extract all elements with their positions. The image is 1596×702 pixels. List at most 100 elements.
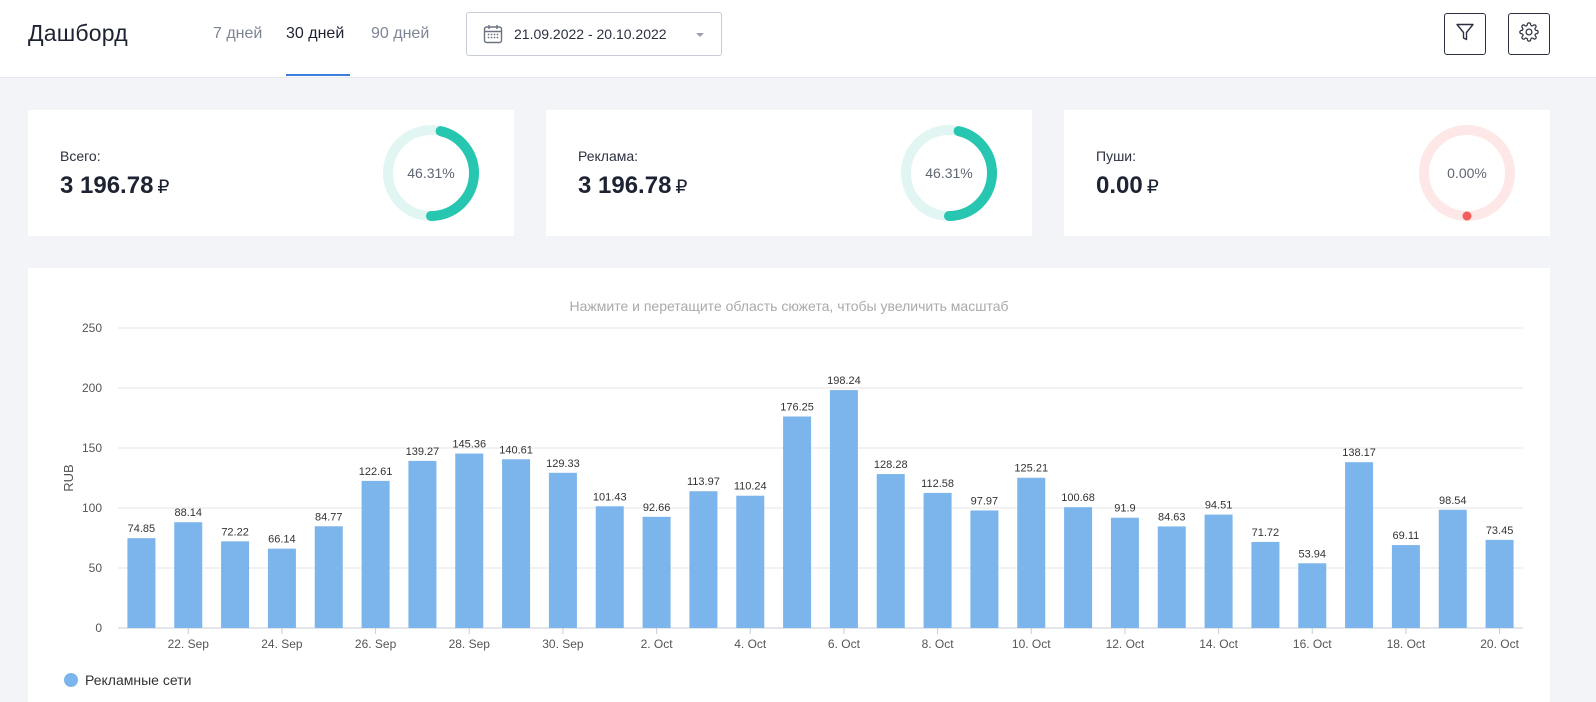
bar[interactable] (595, 506, 624, 628)
bar[interactable] (502, 459, 531, 628)
bar[interactable] (1017, 477, 1046, 628)
date-range-value: 21.09.2022 - 20.10.2022 (514, 26, 667, 42)
y-tick-label: 50 (89, 561, 103, 575)
bar-value-label: 113.97 (687, 476, 720, 488)
calendar-icon (483, 24, 503, 49)
top-bar: Дашборд 7 дней 30 дней 90 дней 21.09.202… (0, 0, 1596, 78)
bar[interactable] (1298, 563, 1327, 628)
bar-value-label: 94.51 (1205, 500, 1233, 512)
bar[interactable] (689, 491, 718, 628)
bar-value-label: 101.43 (593, 491, 627, 503)
bar[interactable] (1345, 462, 1374, 628)
bar-value-label: 84.77 (315, 511, 343, 523)
bar-value-label: 129.33 (546, 458, 580, 470)
bar-value-label: 69.11 (1393, 530, 1420, 542)
x-tick-label: 10. Oct (1012, 637, 1051, 651)
bar-value-label: 176.25 (780, 402, 814, 414)
bar[interactable] (1438, 509, 1467, 628)
bar-value-label: 53.94 (1298, 548, 1326, 560)
bar-value-label: 128.28 (874, 459, 908, 471)
bar-value-label: 66.14 (268, 534, 296, 546)
donut-progress: 46.31% (901, 125, 997, 221)
bar-value-label: 125.21 (1014, 463, 1048, 475)
bar[interactable] (1110, 517, 1139, 628)
bar-value-label: 97.97 (971, 495, 999, 507)
y-tick-label: 200 (82, 381, 102, 395)
bar[interactable] (1251, 541, 1280, 628)
y-tick-label: 0 (95, 621, 102, 635)
bar-value-label: 71.72 (1252, 527, 1280, 539)
bar-value-label: 91.9 (1114, 503, 1135, 515)
legend-marker (64, 673, 78, 687)
zoom-hint: Нажмите и перетащите область сюжета, что… (569, 298, 1008, 314)
donut-marker (1462, 211, 1472, 221)
y-axis-title: RUB (61, 464, 76, 491)
bar-value-label: 88.14 (174, 507, 202, 519)
bar[interactable] (829, 390, 858, 628)
bar[interactable] (736, 495, 765, 628)
filter-icon (1455, 22, 1475, 47)
bar-value-label: 122.61 (359, 466, 393, 478)
card-ads: Реклама: 3 196.78 ₽ 46.31% (546, 110, 1032, 236)
filter-button[interactable] (1444, 13, 1486, 55)
chevron-down-icon (696, 33, 704, 37)
bar-value-label: 138.17 (1342, 447, 1376, 459)
tab-30-days[interactable]: 30 дней (286, 25, 345, 42)
tab-90-days[interactable]: 90 дней (371, 25, 430, 42)
donut-percent: 0.00% (1447, 165, 1487, 181)
bar-value-label: 139.27 (406, 446, 440, 458)
bar[interactable] (970, 510, 999, 628)
bar[interactable] (174, 522, 203, 628)
x-tick-label: 16. Oct (1293, 637, 1332, 651)
card-value: 0.00 ₽ (1096, 172, 1159, 199)
bar[interactable] (361, 480, 390, 628)
y-tick-label: 100 (82, 501, 102, 515)
x-tick-label: 28. Sep (449, 637, 491, 651)
bar[interactable] (1391, 545, 1420, 628)
settings-button[interactable] (1508, 13, 1550, 55)
card-label: Всего: (60, 148, 101, 164)
bar-value-label: 74.85 (128, 523, 156, 535)
bar[interactable] (408, 460, 437, 628)
bar-value-label: 73.45 (1486, 525, 1514, 537)
bar[interactable] (923, 492, 952, 628)
bar[interactable] (783, 416, 812, 629)
bar[interactable] (1157, 526, 1186, 628)
bar[interactable] (1064, 507, 1093, 628)
card-value: 3 196.78 ₽ (60, 172, 170, 199)
bar[interactable] (455, 453, 484, 628)
bar[interactable] (314, 526, 343, 628)
bar-chart[interactable]: Нажмите и перетащите область сюжета, что… (28, 268, 1550, 668)
x-tick-label: 14. Oct (1199, 637, 1238, 651)
chart-panel[interactable]: Нажмите и перетащите область сюжета, что… (28, 268, 1550, 702)
date-range-picker[interactable]: 21.09.2022 - 20.10.2022 (466, 12, 722, 56)
x-tick-label: 6. Oct (828, 637, 861, 651)
bar-value-label: 100.68 (1061, 492, 1095, 504)
gear-icon (1519, 21, 1539, 47)
donut-arc (383, 125, 479, 221)
card-label: Пуши: (1096, 148, 1137, 164)
donut-arc (901, 125, 997, 221)
bar[interactable] (127, 538, 156, 628)
x-tick-label: 8. Oct (922, 637, 955, 651)
x-tick-label: 2. Oct (641, 637, 674, 651)
page-title: Дашборд (28, 20, 128, 46)
bar-value-label: 72.22 (221, 526, 249, 538)
bar[interactable] (548, 472, 577, 628)
bar-value-label: 92.66 (643, 502, 671, 514)
x-tick-label: 24. Sep (261, 637, 303, 651)
bar[interactable] (1485, 539, 1514, 628)
bar[interactable] (1204, 514, 1233, 628)
bar[interactable] (876, 474, 905, 628)
x-tick-label: 26. Sep (355, 637, 397, 651)
legend-item[interactable]: Рекламные сети (64, 672, 191, 688)
bar-value-label: 84.63 (1158, 511, 1186, 523)
legend-label: Рекламные сети (85, 672, 192, 688)
bar[interactable] (221, 541, 250, 628)
bar-value-label: 140.61 (499, 444, 533, 456)
bar[interactable] (267, 548, 296, 628)
tab-7-days[interactable]: 7 дней (213, 25, 263, 42)
bar[interactable] (642, 516, 671, 628)
x-tick-label: 22. Sep (168, 637, 210, 651)
card-total: Всего: 3 196.78 ₽ 46.31% (28, 110, 514, 236)
